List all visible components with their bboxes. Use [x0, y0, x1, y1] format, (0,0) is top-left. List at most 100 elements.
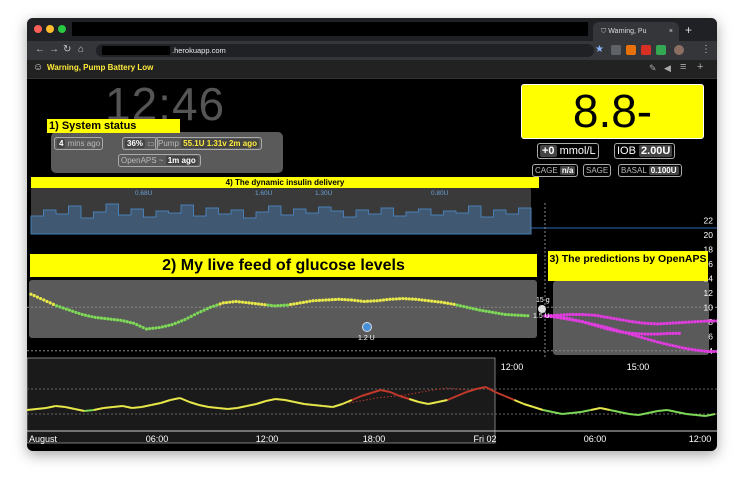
- prediction-point: [640, 335, 644, 340]
- glucose-point: [487, 310, 491, 314]
- bookmark-star-icon[interactable]: ★: [595, 44, 604, 55]
- extension-red-icon[interactable]: [641, 45, 651, 55]
- prediction-point: [693, 320, 697, 324]
- prediction-point: [643, 336, 647, 341]
- extension-fox-icon[interactable]: [626, 45, 636, 55]
- overview-segment: [294, 401, 305, 405]
- maximize-window-button[interactable]: [58, 25, 66, 33]
- glucose-point: [340, 297, 344, 302]
- prediction-point: [665, 331, 669, 336]
- glucose-point: [164, 324, 168, 328]
- menu-kebab-icon[interactable]: ⋮: [701, 44, 711, 55]
- glucose-point: [80, 312, 84, 317]
- tab-favicon-icon: ⛉: [601, 28, 609, 35]
- glucose-point: [71, 309, 75, 313]
- glucose-point: [391, 297, 395, 301]
- glucose-point: [58, 305, 62, 309]
- glucose-point: [176, 320, 181, 324]
- back-icon[interactable]: ←: [35, 44, 45, 55]
- glucose-point: [119, 318, 123, 322]
- overview-x-tick: 06:00: [584, 434, 607, 444]
- prediction-point: [665, 342, 669, 346]
- glucose-point: [189, 314, 193, 318]
- new-tab-button[interactable]: +: [685, 23, 693, 37]
- prediction-point: [680, 320, 685, 325]
- close-window-button[interactable]: [34, 25, 42, 33]
- overview-segment: [74, 408, 85, 412]
- glucose-point: [205, 307, 209, 311]
- prediction-point: [684, 346, 688, 350]
- prediction-point: [677, 345, 681, 349]
- bolus-label: 1.5 U: [533, 313, 550, 320]
- glucose-point: [305, 300, 309, 304]
- prediction-point: [712, 319, 716, 323]
- glucose-point: [215, 303, 219, 307]
- overview-segment: [361, 392, 372, 397]
- profile-avatar[interactable]: [674, 45, 684, 55]
- overview-segment: [428, 401, 439, 405]
- overview-segment: [179, 397, 190, 403]
- forward-icon[interactable]: →: [49, 44, 59, 55]
- prediction-point: [584, 313, 588, 317]
- overview-segment: [657, 409, 668, 412]
- glucose-point: [324, 298, 328, 302]
- glucose-point: [449, 302, 453, 306]
- prediction-point: [599, 325, 603, 329]
- overview-segment: [284, 399, 295, 403]
- extension-green-icon[interactable]: [656, 45, 666, 55]
- prediction-point: [709, 319, 713, 323]
- address-bar[interactable]: .herokuapp.com: [96, 44, 594, 57]
- extension-shield-icon[interactable]: [611, 45, 621, 55]
- overview-segment: [198, 404, 209, 408]
- hamburger-menu-icon[interactable]: ≡: [680, 61, 687, 73]
- prediction-point: [709, 349, 713, 354]
- glucose-point: [446, 301, 450, 305]
- overview-segment: [93, 407, 104, 411]
- glucose-point: [256, 302, 261, 306]
- prediction-point: [621, 318, 625, 322]
- prediction-point: [637, 332, 641, 336]
- delta-pill: +0 mmol/L: [537, 143, 599, 159]
- glucose-point: [317, 298, 322, 302]
- prediction-point: [677, 321, 681, 325]
- tab-active[interactable]: ⛉ Warning, Pu ×: [593, 22, 679, 41]
- basal-annotation: 1.30U: [315, 190, 333, 197]
- prediction-point: [615, 317, 619, 321]
- openaps-pill: OpenAPS ~ 1m ago: [118, 154, 201, 167]
- prediction-point: [684, 320, 688, 324]
- glucose-point: [426, 299, 431, 303]
- overview-segment: [313, 404, 324, 407]
- basal-chart: 0.68U 1.60U 1.30U 0.80U: [30, 187, 717, 235]
- prediction-panel-bg: [553, 281, 709, 355]
- home-icon[interactable]: ⌂: [78, 44, 85, 55]
- glucose-point: [494, 311, 498, 315]
- prediction-point: [571, 312, 575, 317]
- prediction-point: [593, 323, 597, 327]
- glucose-point: [106, 317, 110, 321]
- glucose-point: [173, 321, 177, 325]
- glucose-point: [266, 303, 270, 307]
- glucose-point: [490, 310, 495, 314]
- glucose-point: [42, 298, 46, 302]
- pump-label: Pump: [158, 139, 179, 148]
- prediction-point: [652, 339, 656, 343]
- add-icon[interactable]: +: [697, 61, 704, 73]
- units-label: mmol/L: [559, 145, 596, 157]
- minimize-window-button[interactable]: [46, 25, 54, 33]
- overview-segment: [475, 386, 486, 390]
- prediction-point: [702, 349, 706, 353]
- overview-segment: [55, 405, 66, 408]
- overview-segment: [65, 406, 75, 410]
- glucose-point: [93, 315, 97, 319]
- glucose-point: [231, 300, 235, 304]
- prediction-point: [637, 320, 641, 325]
- reload-icon[interactable]: ↻: [63, 44, 72, 55]
- glucose-point: [212, 304, 216, 308]
- edit-icon[interactable]: ✎: [649, 63, 657, 73]
- prediction-point: [549, 314, 553, 318]
- tab-title: Warning, Pu: [608, 28, 647, 35]
- sage-pill: SAGE: [583, 164, 612, 177]
- tab-close-icon[interactable]: ×: [668, 28, 673, 35]
- speaker-icon[interactable]: ◀: [664, 63, 671, 73]
- overview-brush: [27, 357, 496, 444]
